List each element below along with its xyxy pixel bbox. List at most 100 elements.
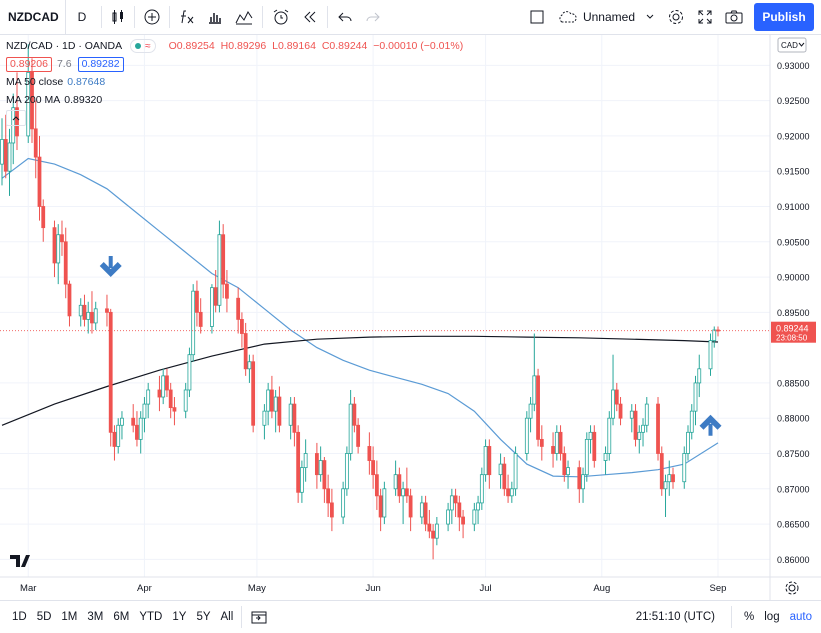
- sell-price-button[interactable]: 0.89206: [6, 56, 52, 72]
- candle-body: [318, 460, 323, 476]
- financials-icon[interactable]: [201, 0, 229, 34]
- layout-name[interactable]: Unnamed: [582, 10, 635, 24]
- candle-body: [483, 446, 488, 476]
- fullscreen-square-icon[interactable]: [523, 0, 551, 34]
- candle-body: [0, 139, 4, 165]
- candle-body: [82, 304, 87, 320]
- candle-body: [210, 287, 214, 327]
- range-button-1y[interactable]: 1Y: [172, 611, 187, 623]
- gear-inner: [788, 584, 796, 592]
- divider: [134, 6, 135, 28]
- candle-body: [374, 474, 379, 497]
- candle-body: [78, 304, 83, 317]
- arrow-down-icon: [99, 256, 122, 278]
- camera-icon[interactable]: [719, 0, 749, 34]
- bottom-toolbar: 1D 5D 1M 3M 6M YTD 1Y 5Y All 21:51:10 (UTC) % lo…: [0, 600, 821, 633]
- candle-body: [461, 516, 465, 525]
- candle-body: [299, 467, 304, 493]
- top-toolbar: NZDCAD D Unnamed: [0, 0, 821, 35]
- candle-body: [382, 488, 387, 518]
- candle-body: [344, 453, 349, 490]
- publish-button[interactable]: Publish: [754, 3, 814, 31]
- candles-icon[interactable]: [105, 0, 131, 34]
- expand-icon[interactable]: [691, 0, 719, 34]
- candle-body: [60, 234, 64, 243]
- ma50-label[interactable]: MA 50 close: [6, 76, 64, 88]
- axis-settings-gear-icon[interactable]: [785, 581, 799, 595]
- cloud-icon[interactable]: [551, 0, 583, 34]
- candle-body: [453, 495, 458, 504]
- ma200-line: [1, 335, 719, 426]
- range-button-5y[interactable]: 5Y: [196, 611, 211, 623]
- divider: [101, 6, 102, 28]
- collapse-legend-button[interactable]: [6, 110, 26, 126]
- interval-button[interactable]: D: [77, 10, 87, 24]
- ohlc-values: O0.89254 H0.89296 L0.89164 C0.89244 −0.0…: [169, 40, 467, 52]
- candle-body: [138, 417, 143, 440]
- redo-icon[interactable]: [359, 0, 387, 34]
- candle-body: [26, 72, 31, 137]
- range-button-3m[interactable]: 3M: [87, 611, 104, 623]
- y-tick-label: 0.86500: [777, 520, 810, 530]
- indicators-icon[interactable]: [173, 0, 201, 34]
- ma200-label[interactable]: MA 200 MA: [6, 94, 61, 106]
- market-status-badge: ≈: [130, 39, 156, 53]
- chevron-down-icon[interactable]: [639, 0, 661, 34]
- candle-body: [270, 389, 274, 412]
- candle-body: [187, 354, 192, 391]
- candle-body: [131, 417, 136, 426]
- range-button-6m[interactable]: 6M: [113, 611, 130, 623]
- x-tick-label: Mar: [20, 583, 36, 594]
- gear-outer: [785, 581, 799, 595]
- replay-icon[interactable]: [296, 0, 324, 34]
- divider: [262, 6, 263, 28]
- candle-body: [3, 139, 8, 172]
- range-button-1d[interactable]: 1D: [12, 611, 27, 623]
- percent-toggle[interactable]: %: [744, 611, 755, 623]
- candle-body: [116, 424, 121, 447]
- clock-time[interactable]: 21:51:10 (UTC): [635, 611, 716, 623]
- candle-body: [536, 375, 540, 440]
- candle-body: [393, 474, 398, 490]
- candle-body: [566, 467, 570, 476]
- range-button-5d[interactable]: 5D: [36, 611, 52, 623]
- range-button-all[interactable]: All: [220, 611, 234, 623]
- gear-icon[interactable]: [661, 0, 691, 34]
- symbol-search[interactable]: NZDCAD: [0, 0, 66, 34]
- y-tick-label: 0.92500: [777, 96, 810, 106]
- range-button-ytd[interactable]: YTD: [139, 611, 163, 623]
- candle-body: [427, 523, 432, 532]
- candle-body: [314, 453, 319, 476]
- candle-body: [423, 502, 428, 525]
- candle-body: [401, 488, 406, 497]
- candle-body: [195, 290, 199, 313]
- candle-body: [371, 460, 376, 476]
- goto-date-icon[interactable]: [245, 610, 273, 624]
- price-chart[interactable]: 0.93000 0.92500 0.92000 0.91500 0.91000 0.905…: [0, 35, 821, 600]
- templates-icon[interactable]: [229, 0, 259, 34]
- currency-badge[interactable]: [777, 37, 807, 53]
- y-tick-label: 0.92000: [777, 131, 810, 141]
- x-tick-label: May: [248, 583, 266, 594]
- low-value: L0.89164: [272, 40, 316, 52]
- divider: [327, 6, 328, 28]
- open-value: O0.89254: [168, 40, 215, 52]
- currency-label: CAD: [781, 41, 798, 50]
- candle-body: [513, 453, 518, 490]
- candle-body: [262, 410, 267, 426]
- undo-icon[interactable]: [331, 0, 359, 34]
- range-button-1m[interactable]: 1M: [61, 611, 78, 623]
- candle-body: [93, 308, 98, 324]
- log-toggle[interactable]: log: [764, 611, 780, 623]
- candle-body: [532, 375, 537, 405]
- buy-price-button[interactable]: 0.89282: [77, 56, 124, 72]
- candle-body: [693, 382, 698, 412]
- candle-body: [476, 502, 480, 511]
- compare-add-icon[interactable]: [138, 0, 166, 34]
- auto-toggle[interactable]: auto: [789, 611, 812, 623]
- y-tick-label: 0.86000: [777, 555, 810, 565]
- alert-clock-icon[interactable]: [266, 0, 296, 34]
- candle-body: [172, 407, 177, 412]
- chevron-down-icon: [798, 42, 805, 47]
- x-tick-label: Sep: [710, 583, 727, 594]
